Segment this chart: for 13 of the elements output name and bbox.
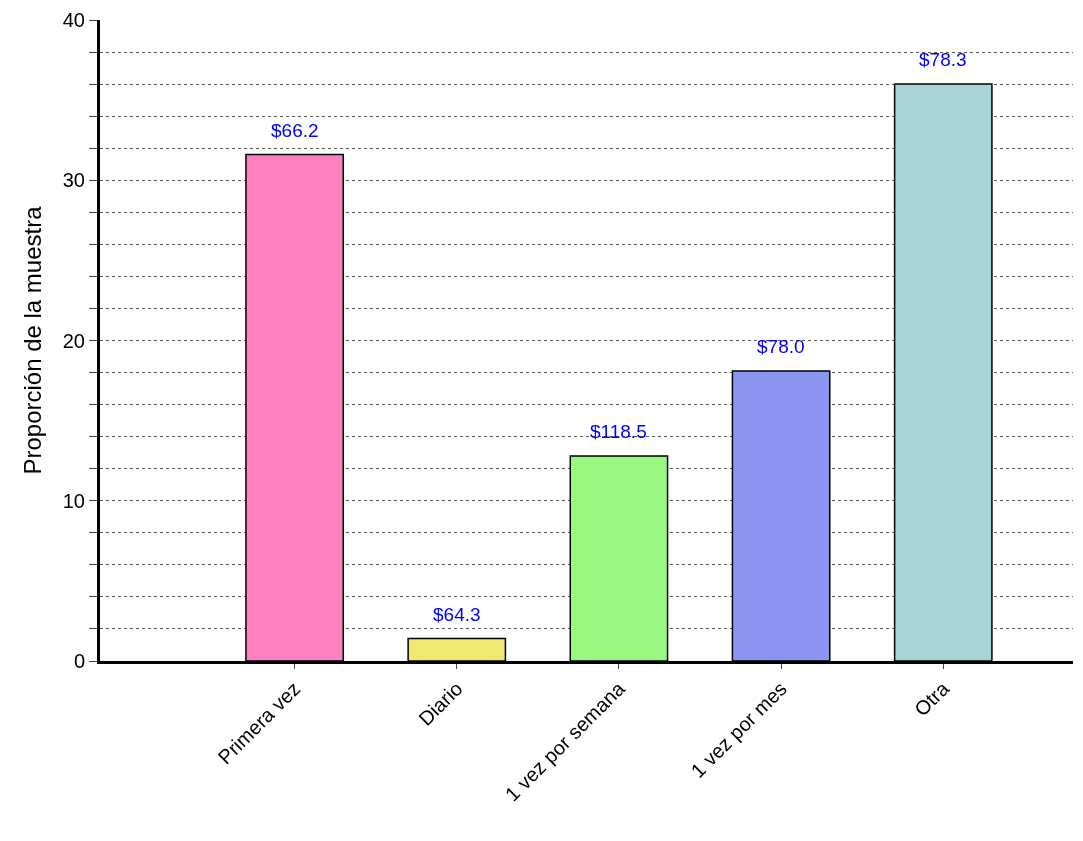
y-tick-label: 30: [62, 169, 85, 192]
annotation: $66.2: [271, 120, 319, 141]
annotation: $78.0: [757, 336, 805, 357]
y-tick-label: 10: [62, 489, 85, 512]
y-tick-label: 20: [62, 329, 85, 352]
annotation: $64.3: [433, 604, 481, 625]
y-tick-label: 0: [73, 650, 85, 672]
y-axis-title: Proporción de la muestra: [18, 205, 46, 475]
y-tick-label: 40: [62, 9, 85, 31]
x-tick-label: Otra: [910, 676, 954, 721]
annotation: $118.5: [590, 421, 647, 442]
annotation: $78.3: [919, 49, 967, 70]
x-tick-label: 1 vez por mes: [686, 677, 791, 782]
